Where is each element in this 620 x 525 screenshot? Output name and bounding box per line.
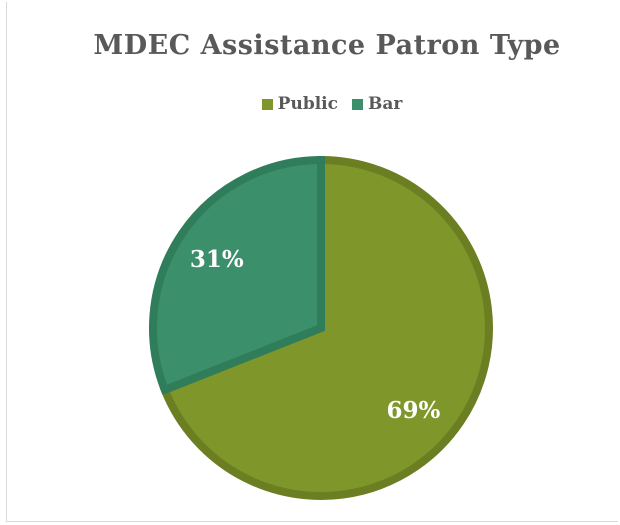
data-label-bar: 31%: [190, 246, 244, 273]
pie-slice-bar: [149, 155, 325, 396]
pie-slice-public: [159, 155, 493, 500]
legend: Public Bar: [7, 94, 620, 114]
chart-area: MDEC Assistance Patron Type Public Bar 6…: [6, 2, 618, 522]
legend-swatch-bar: [351, 98, 363, 110]
legend-swatch-public: [261, 98, 273, 110]
legend-label-bar: Bar: [367, 94, 403, 114]
legend-label-public: Public: [277, 94, 338, 114]
legend-item-bar: Bar: [351, 94, 403, 114]
data-label-public: 69%: [386, 397, 440, 424]
legend-item-public: Public: [261, 94, 338, 114]
chart-title: MDEC Assistance Patron Type: [93, 30, 561, 61]
pie-chart: 69% 31%: [149, 155, 493, 500]
